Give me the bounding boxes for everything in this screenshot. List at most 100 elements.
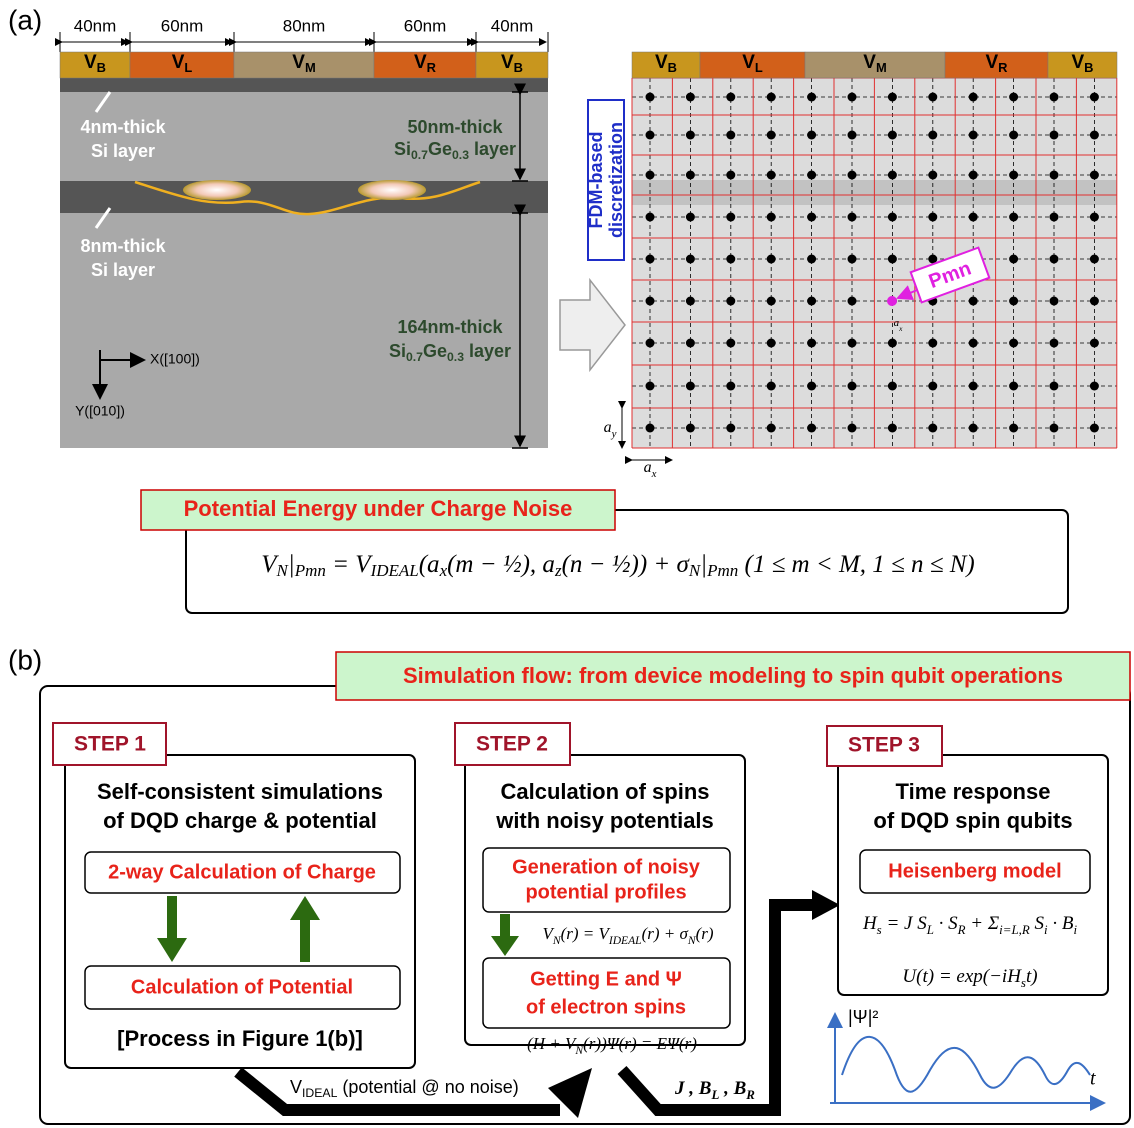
mesh-node: [726, 382, 735, 391]
text-run: J , B: [674, 1078, 711, 1099]
step-label: STEP 1: [74, 733, 146, 756]
text-run: layer: [469, 139, 516, 159]
layer-label: Si layer: [91, 260, 155, 280]
mesh-node: [848, 424, 857, 433]
mesh-node: [1050, 297, 1059, 306]
mesh-node: [1009, 131, 1018, 140]
subscript: 0.7: [411, 148, 428, 162]
mesh-node: [1009, 382, 1018, 391]
mesh-node: [807, 93, 816, 102]
text-run: V: [292, 52, 305, 73]
mesh-node: [848, 93, 857, 102]
subscript: R: [745, 1087, 755, 1102]
mesh-node: [686, 255, 695, 264]
text-run: V: [501, 52, 514, 73]
quantum-dot: [358, 180, 426, 200]
spacing-label: ay: [604, 419, 617, 440]
spacing-label: ax: [644, 459, 657, 480]
mesh-node: [969, 339, 978, 348]
mesh-node: [686, 213, 695, 222]
mesh-node: [767, 424, 776, 433]
text-run: = V: [326, 551, 373, 578]
subscript: R: [957, 922, 966, 937]
equation: U(t) = exp(−iHst): [902, 966, 1037, 990]
mesh-node: [1050, 131, 1059, 140]
mesh-node: [686, 424, 695, 433]
mesh-node: [767, 339, 776, 348]
step-heading: Self-consistent simulations: [97, 779, 383, 804]
subscript: L: [755, 60, 763, 75]
mesh-node: [686, 297, 695, 306]
mesh-node: [686, 131, 695, 140]
text-run: V: [1071, 52, 1084, 73]
text-run: V: [172, 52, 185, 73]
mesh-node: [969, 424, 978, 433]
text-run: V: [84, 52, 97, 73]
plot-axis-label: t: [1090, 1068, 1096, 1090]
mesh-node: [646, 382, 655, 391]
text-run: (1 ≤ m < M, 1 ≤ n ≤ N): [738, 551, 975, 578]
mesh-node: [686, 93, 695, 102]
mesh-node: [1090, 297, 1099, 306]
layer-label: 8nm-thick: [80, 236, 166, 256]
subscript: IDEAL: [302, 1086, 338, 1100]
mesh-node: [807, 424, 816, 433]
step-note: [Process in Figure 1(b)]: [117, 1026, 363, 1051]
process-label: potential profiles: [525, 881, 686, 903]
mesh-node: [807, 255, 816, 264]
subscript: R: [427, 60, 437, 75]
subscript: x: [898, 324, 903, 333]
mesh-node: [646, 171, 655, 180]
text-run: · B: [1048, 913, 1074, 934]
mesh-node: [767, 131, 776, 140]
mesh-node: [807, 297, 816, 306]
mesh-node: [1009, 424, 1018, 433]
formula-title: Potential Energy under Charge Noise: [184, 496, 573, 521]
process-label: Generation of noisy: [512, 856, 701, 878]
mesh-node: [1009, 255, 1018, 264]
text-run: + Σ: [966, 913, 1000, 934]
text-run: (a: [419, 551, 440, 578]
mesh-node: [646, 93, 655, 102]
formula: VN|Pmn = VIDEAL(ax(m − ½), az(n − ½)) + …: [261, 551, 975, 580]
mesh-node: [646, 213, 655, 222]
subscript: R: [998, 60, 1008, 75]
mesh-node: [807, 171, 816, 180]
subscript: i=L,R: [999, 922, 1030, 937]
figure: (a) 40nm60nm80nm60nm40nm 4nm-thick Si la…: [0, 0, 1134, 1128]
text-run: Si: [394, 139, 411, 159]
mesh-node: [767, 255, 776, 264]
subscript: i: [1073, 922, 1077, 937]
text-run: V: [655, 52, 668, 73]
mesh-node: [928, 339, 937, 348]
subscript: B: [97, 60, 106, 75]
mesh-node: [1090, 171, 1099, 180]
text-run: layer: [464, 341, 511, 361]
mesh-node: [928, 171, 937, 180]
mesh-node: [1090, 339, 1099, 348]
mesh-node: [807, 339, 816, 348]
subscript: M: [305, 60, 316, 75]
text-run: t): [1026, 966, 1038, 987]
mesh-node: [969, 131, 978, 140]
text-run: (r): [696, 924, 714, 943]
step-label: STEP 2: [476, 733, 548, 756]
si-layer: [60, 181, 548, 213]
mesh-node: [1050, 255, 1059, 264]
subscript: 0.3: [452, 148, 469, 162]
mesh-node: [726, 255, 735, 264]
mesh-node: [1090, 213, 1099, 222]
subscript: B: [668, 60, 677, 75]
mesh-node: [1009, 171, 1018, 180]
mesh-node: [686, 339, 695, 348]
mesh-node: [848, 213, 857, 222]
mesh-node: [969, 382, 978, 391]
text-run: (r) = V: [561, 924, 612, 943]
mesh-node: [646, 297, 655, 306]
process-arrow: [560, 280, 625, 370]
mesh-node: [1090, 93, 1099, 102]
dimension-label: 80nm: [283, 16, 326, 35]
mesh-node: [888, 213, 897, 222]
mesh-node: [888, 131, 897, 140]
